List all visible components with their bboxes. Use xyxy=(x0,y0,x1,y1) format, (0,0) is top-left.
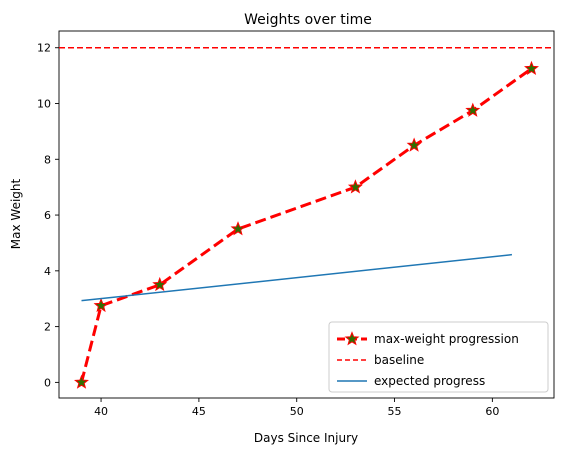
legend: max-weight progression baseline expected p… xyxy=(328,321,549,393)
data-point-star xyxy=(93,297,109,313)
x-tick-label: 40 xyxy=(94,405,108,418)
legend-label: max-weight progression xyxy=(374,332,519,346)
legend-box xyxy=(328,321,549,393)
x-tick-label: 50 xyxy=(290,405,304,418)
y-tick-label: 8 xyxy=(44,153,51,166)
x-tick-label: 55 xyxy=(388,405,402,418)
legend-label: baseline xyxy=(374,353,424,367)
series-expected-progress-line xyxy=(81,253,513,302)
plot-frame xyxy=(58,30,555,399)
y-axis-label: Max Weight xyxy=(9,178,23,249)
x-axis: 40 45 50 55 60 xyxy=(94,398,499,418)
data-point-star xyxy=(406,137,422,152)
data-point-star xyxy=(465,102,481,117)
y-tick-label: 10 xyxy=(37,98,51,111)
series-max-weight-line xyxy=(80,67,533,383)
y-tick-label: 12 xyxy=(37,42,51,55)
data-point-star xyxy=(524,60,539,76)
series-layer xyxy=(59,46,554,389)
data-point-star xyxy=(152,276,168,292)
x-axis-label: Days Since Injury xyxy=(254,431,358,445)
y-tick-label: 0 xyxy=(44,376,51,389)
data-point-star xyxy=(230,221,246,236)
data-point-star xyxy=(347,179,363,194)
x-tick-label: 45 xyxy=(192,405,206,418)
y-tick-label: 2 xyxy=(44,321,51,334)
y-tick-label: 6 xyxy=(44,209,51,222)
y-tick-label: 4 xyxy=(44,265,51,278)
chart-title: Weights over time xyxy=(244,12,372,28)
legend-label: expected progress xyxy=(374,374,485,388)
y-axis: 0 2 4 6 8 10 12 xyxy=(37,42,59,389)
data-point-star xyxy=(74,374,89,389)
x-tick-label: 60 xyxy=(485,405,499,418)
legend-star-marker xyxy=(344,331,360,346)
